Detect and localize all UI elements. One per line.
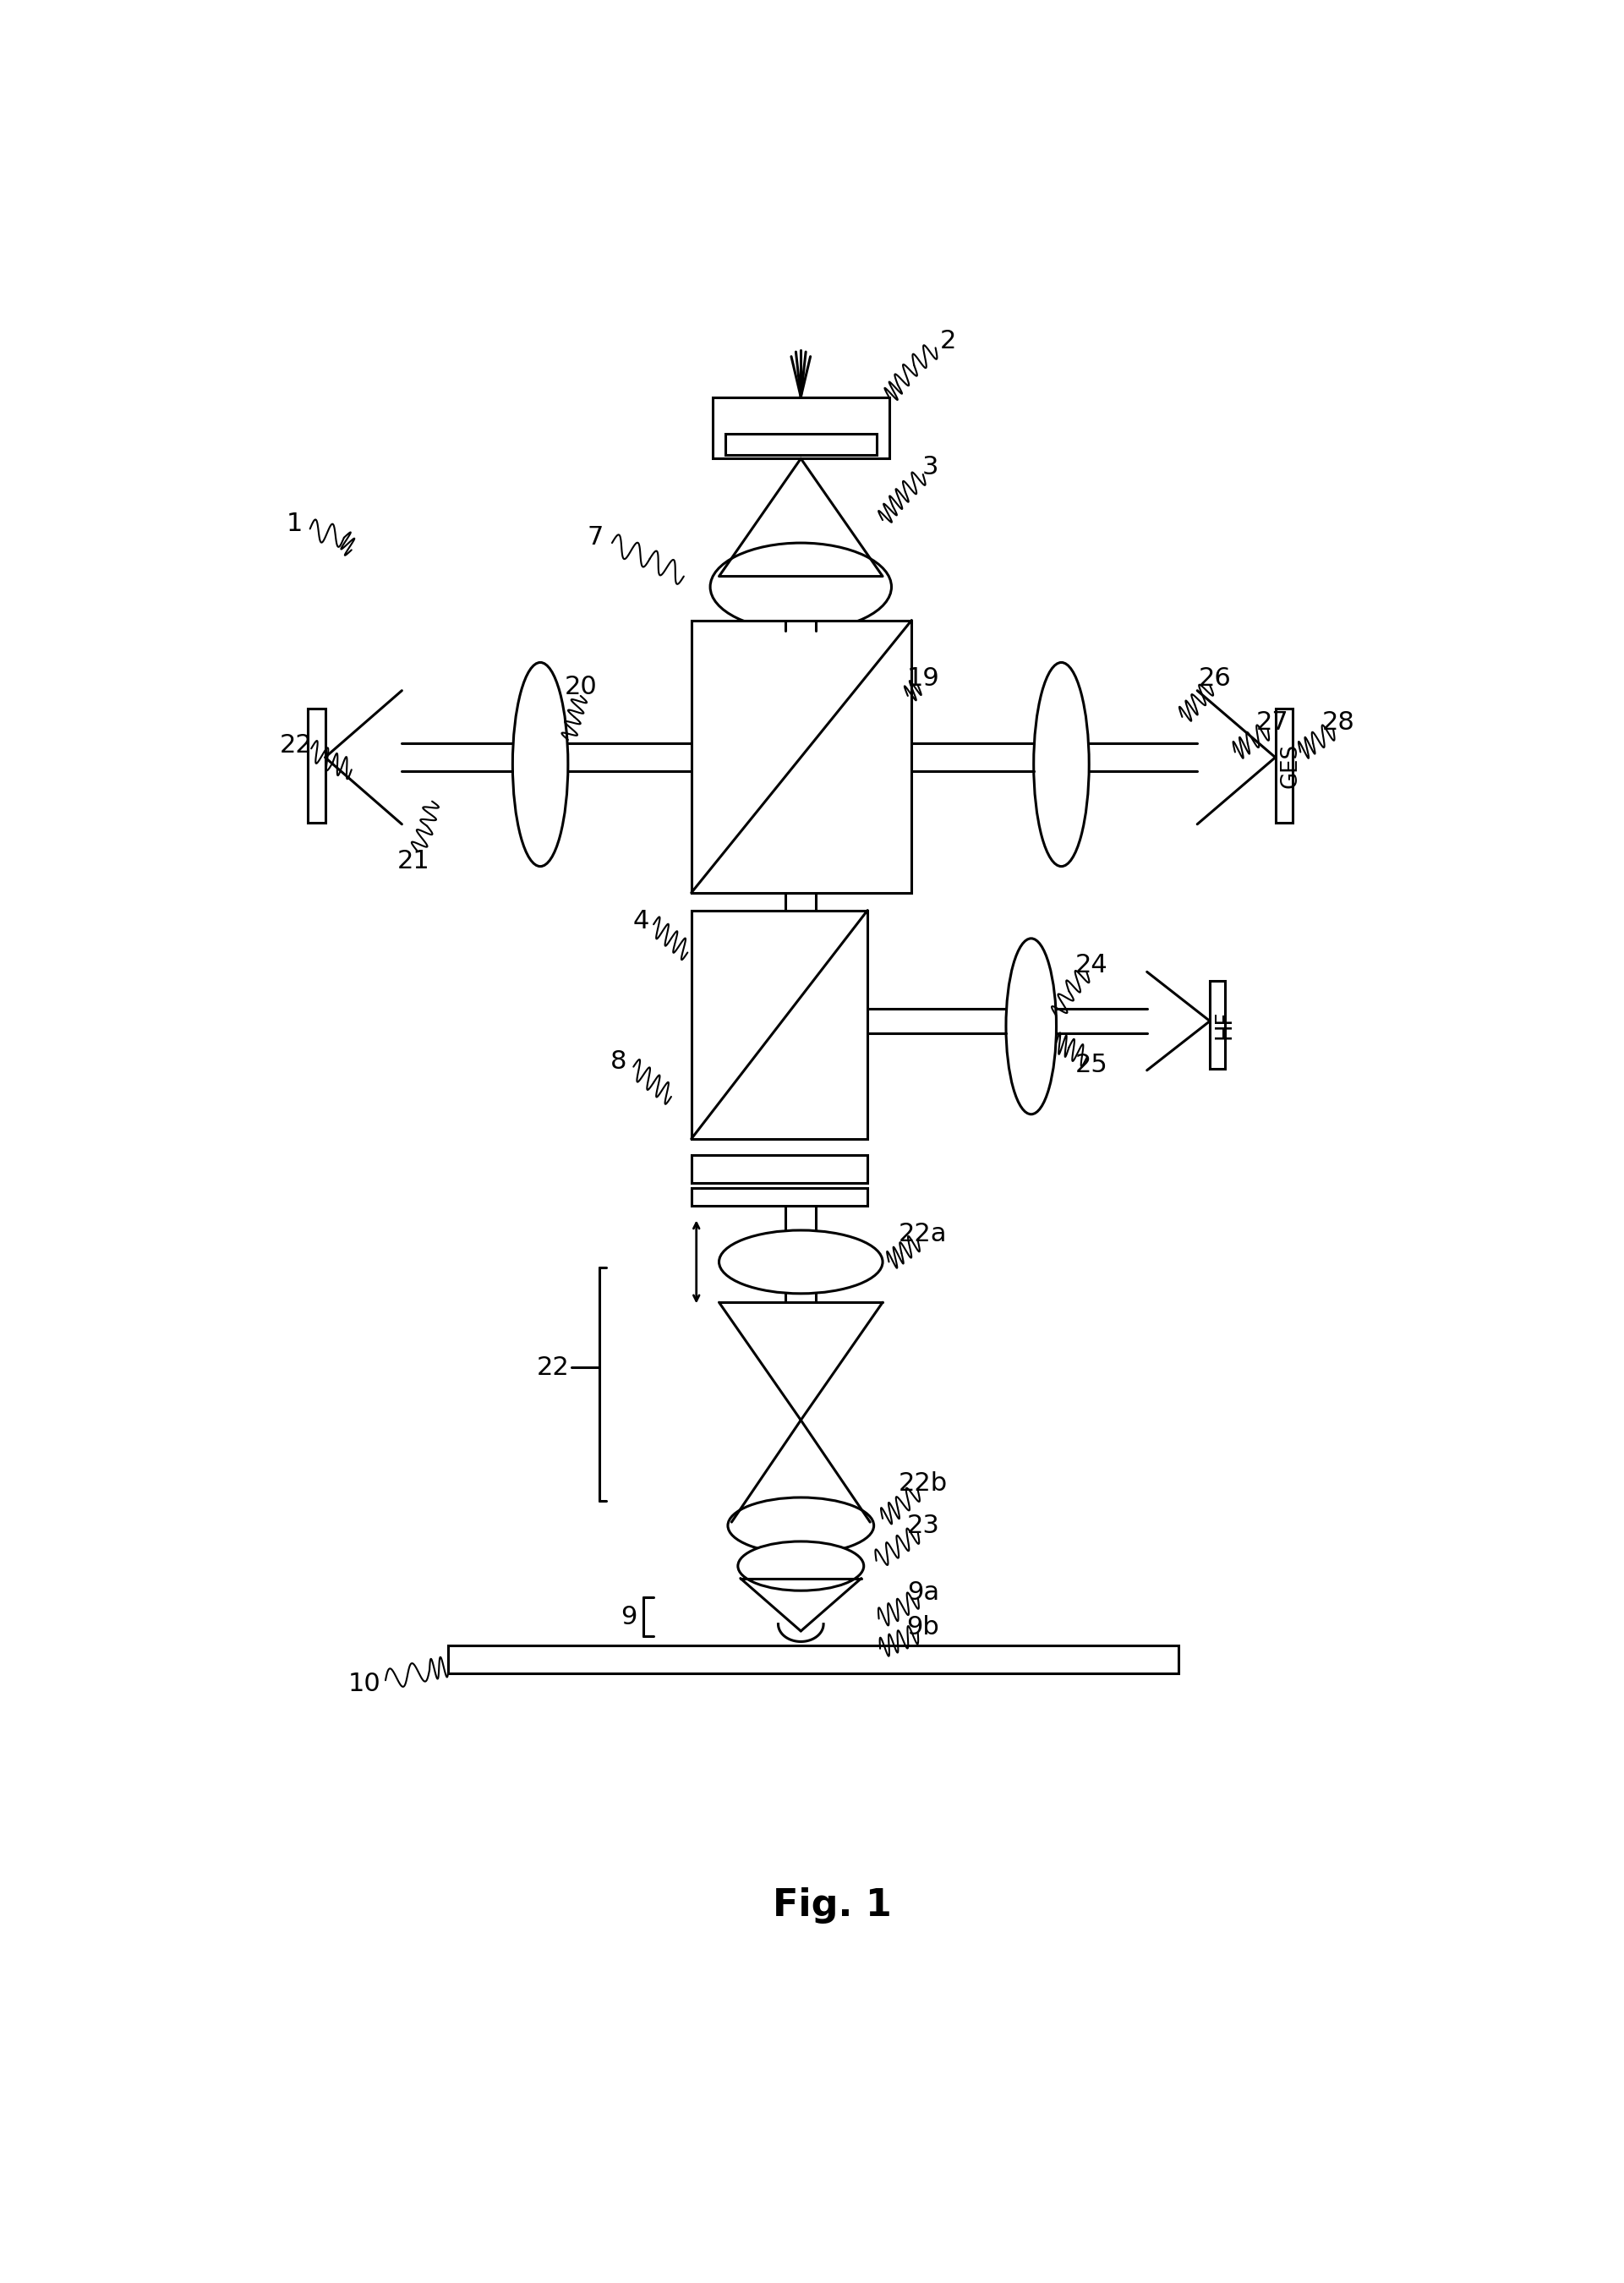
Bar: [307, 708, 325, 822]
Ellipse shape: [737, 1541, 864, 1591]
Text: GES: GES: [1280, 742, 1301, 788]
Bar: [692, 1155, 867, 1183]
Text: 22a: 22a: [898, 1221, 947, 1247]
Bar: [1210, 982, 1224, 1068]
Bar: [713, 397, 888, 459]
Text: 23: 23: [906, 1514, 939, 1539]
Bar: [1275, 708, 1293, 822]
Text: 24: 24: [1075, 952, 1108, 977]
Text: 27: 27: [1257, 710, 1289, 735]
Ellipse shape: [1005, 938, 1056, 1114]
Ellipse shape: [1034, 662, 1090, 865]
Text: 4: 4: [633, 909, 650, 934]
Ellipse shape: [728, 1498, 874, 1555]
Text: HF: HF: [1213, 1009, 1236, 1039]
Bar: [692, 1187, 867, 1205]
Text: 21: 21: [396, 849, 430, 874]
Bar: [692, 621, 911, 893]
Text: 28: 28: [1322, 710, 1354, 735]
Text: 9: 9: [620, 1605, 637, 1630]
Text: 22: 22: [279, 733, 312, 758]
Text: 20: 20: [564, 676, 598, 699]
Text: 9b: 9b: [906, 1616, 939, 1639]
Text: 2: 2: [940, 329, 957, 354]
Text: 8: 8: [611, 1050, 627, 1073]
Bar: [448, 1646, 1179, 1673]
Ellipse shape: [710, 543, 892, 630]
Ellipse shape: [719, 1231, 883, 1294]
Text: 3: 3: [922, 454, 939, 479]
Text: 26: 26: [1199, 667, 1231, 689]
Text: 22: 22: [536, 1356, 570, 1379]
Text: 10: 10: [348, 1671, 380, 1696]
Bar: [726, 434, 877, 454]
Ellipse shape: [513, 662, 568, 865]
Text: 19: 19: [906, 667, 939, 689]
Text: 7: 7: [588, 525, 604, 550]
Text: 22b: 22b: [898, 1470, 947, 1495]
Text: Fig. 1: Fig. 1: [773, 1888, 892, 1925]
Bar: [692, 911, 867, 1139]
Text: 9a: 9a: [906, 1580, 939, 1605]
Text: 1: 1: [287, 511, 304, 537]
Text: 25: 25: [1075, 1052, 1108, 1078]
